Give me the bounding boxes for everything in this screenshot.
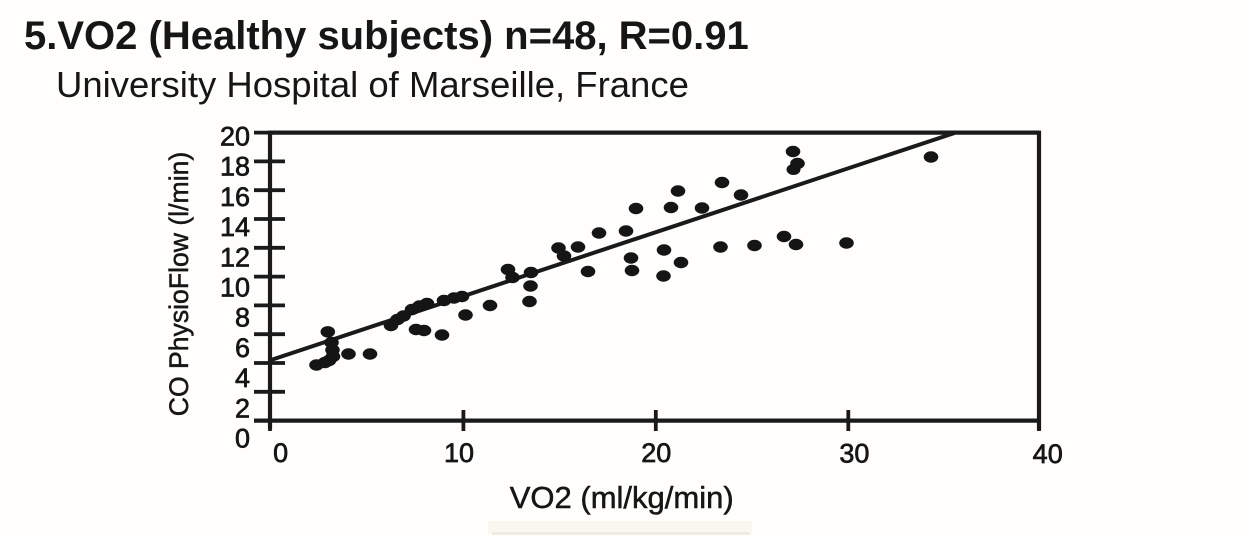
svg-text:20: 20 (641, 438, 671, 468)
svg-text:30: 30 (839, 439, 869, 469)
svg-text:40: 40 (1033, 439, 1063, 469)
svg-text:CO PhysioFlow (l/min): CO PhysioFlow (l/min) (164, 152, 194, 417)
svg-text:4: 4 (235, 363, 250, 393)
svg-text:6: 6 (235, 333, 250, 363)
svg-text:14: 14 (220, 212, 250, 242)
svg-text:0: 0 (235, 424, 250, 454)
svg-text:12: 12 (220, 242, 250, 272)
svg-text:10: 10 (444, 438, 474, 468)
svg-text:20: 20 (220, 122, 250, 152)
svg-text:VO2 (ml/kg/min): VO2 (ml/kg/min) (510, 480, 734, 515)
svg-text:5.VO2 (Healthy subjects) n=48,: 5.VO2 (Healthy subjects) n=48, R=0.91 (24, 14, 749, 58)
svg-text:University Hospital of Marseil: University Hospital of Marseille, France (56, 64, 689, 105)
svg-text:10: 10 (220, 273, 250, 303)
svg-text:2: 2 (235, 393, 250, 423)
svg-text:18: 18 (220, 152, 250, 182)
svg-text:16: 16 (220, 182, 250, 212)
svg-text:0: 0 (273, 438, 288, 468)
svg-text:8: 8 (235, 303, 250, 333)
